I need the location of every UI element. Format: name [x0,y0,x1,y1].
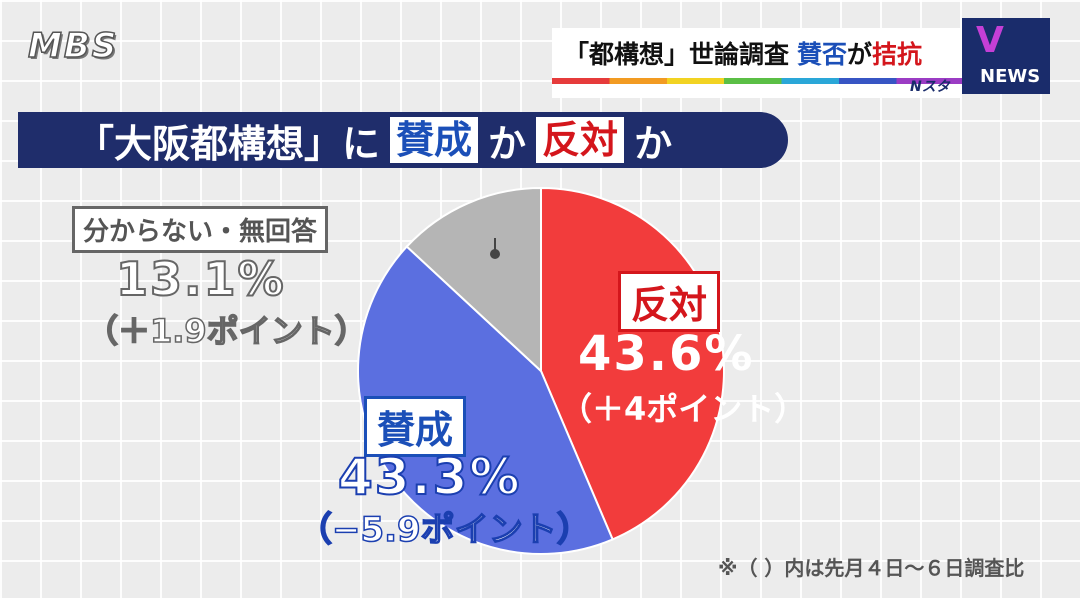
ticker-sub-bar [552,84,962,98]
slice-value-agree: 43.3% [337,447,522,507]
banner-agree: 賛成 [390,117,479,163]
pie-slice-unknown [405,186,542,374]
slice-value-oppose: 43.6% [578,326,755,382]
ticker-text-1: 「都構想」世論調査 [564,40,790,69]
slice-value-unknown: 13.1% [115,251,286,307]
banner-oppose: 反対 [536,117,625,163]
slice-label-oppose: 反対 [618,271,721,332]
banner-post: か [634,121,673,166]
banner-pre: 「大阪都構想」に [76,121,381,166]
news-logo: V NEWS [962,18,1050,94]
mbs-logo: MBS [27,25,119,67]
footnote: ※（ ）内は先月４日〜６日調査比 [718,556,1025,580]
slice-change-unknown: （＋1.9ポイント） [85,311,367,351]
pie-slice-agree [357,245,614,555]
ticker-text-2: 賛否 [797,40,848,69]
headline-ticker: 「都構想」世論調査 賛否 が 拮抗 [552,28,962,78]
question-banner: 「大阪都構想」に 賛成 か 反対 か [18,112,788,168]
news-label: NEWS [980,66,1041,87]
program-name: Nスタ [910,79,950,95]
news-v-mark: V [976,20,1004,61]
slice-change-agree: （−5.9ポイント） [297,509,591,551]
slice-label-agree: 賛成 [364,396,467,457]
ticker-text-3: が [847,40,873,69]
ticker-text-4: 拮抗 [872,40,923,69]
leader-dot [490,249,500,259]
rainbow-stripe [552,78,962,84]
slice-change-oppose: （＋4ポイント） [560,390,807,428]
slice-label-unknown: 分からない・無回答 [72,206,329,253]
banner-mid: か [488,121,527,166]
